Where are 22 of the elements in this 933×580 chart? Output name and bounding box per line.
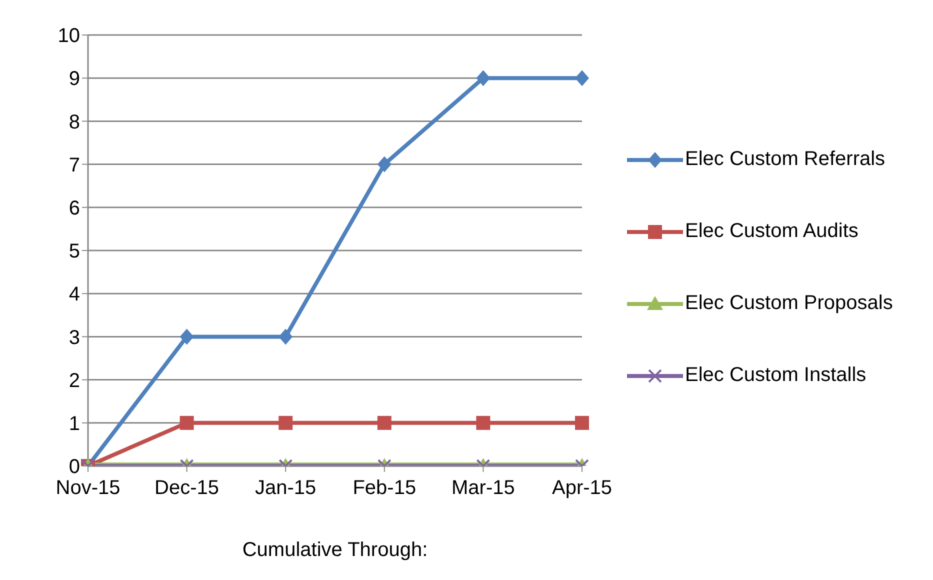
legend-label: Elec Custom Referrals	[685, 148, 886, 171]
x-tick-label: Nov-15	[56, 477, 120, 500]
y-tick-label: 6	[68, 198, 80, 220]
legend-label: Elec Custom Proposals	[685, 292, 893, 315]
y-tick-label: 10	[58, 25, 80, 48]
x-tick-label: Jan-15	[255, 477, 316, 500]
y-tick-label: 7	[68, 154, 80, 176]
y-tick-label: 4	[68, 284, 80, 306]
y-tick-label: 3	[68, 326, 80, 349]
y-tick-label: 2	[68, 370, 80, 392]
x-tick-label: Apr-15	[552, 477, 612, 500]
y-tick-label: 1	[68, 413, 80, 435]
x-tick-label: Dec-15	[154, 477, 220, 500]
x-tick-label: Mar-15	[452, 477, 515, 500]
x-tick-label: Feb-15	[352, 477, 416, 500]
y-tick-label: 5	[68, 240, 80, 263]
legend-label: Elec Custom Installs	[685, 364, 866, 387]
y-tick-label: 0	[68, 456, 80, 478]
y-tick-label: 8	[68, 111, 80, 134]
y-tick-label: 9	[68, 68, 80, 90]
legend-label: Elec Custom Audits	[685, 220, 858, 243]
x-axis-title: Cumulative Through:	[242, 539, 428, 561]
